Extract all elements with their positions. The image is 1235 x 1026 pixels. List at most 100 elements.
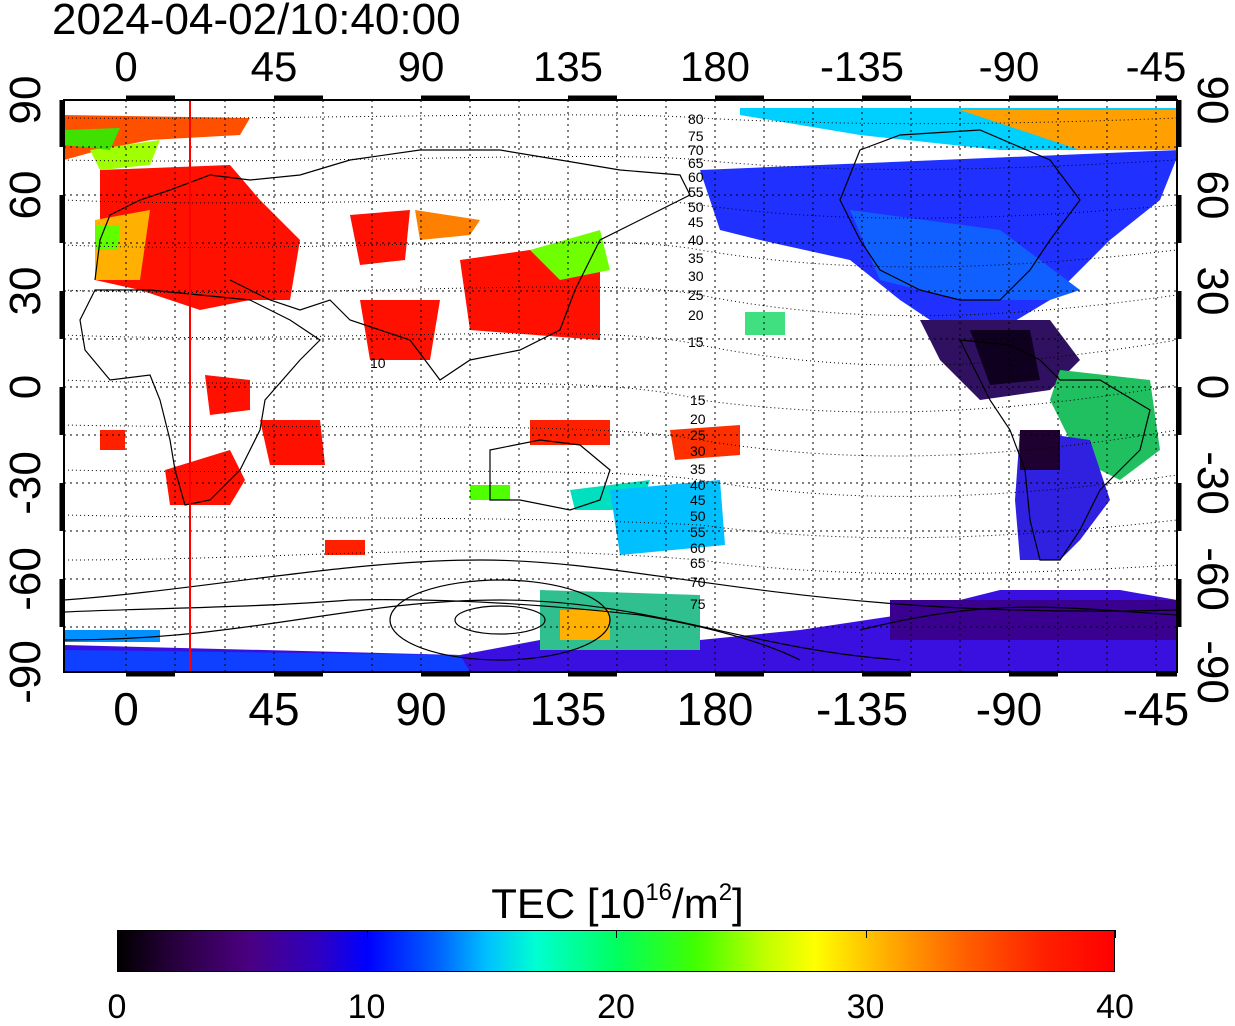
- contour-label: 60: [688, 169, 704, 185]
- contour-label: 80: [688, 111, 704, 127]
- contour-label: 35: [688, 250, 704, 266]
- contour-label: 40: [690, 477, 706, 493]
- colorbar-tick-label: 0: [107, 988, 127, 1026]
- contour-label: 60: [690, 540, 706, 556]
- contour-label: 50: [688, 199, 704, 215]
- lon-tick-label: -90: [978, 43, 1040, 90]
- contour-label: 30: [690, 443, 706, 459]
- tec-patch: [325, 540, 365, 555]
- lat-tick-label: 30: [1, 266, 50, 316]
- lat-tick-label: 60: [1188, 170, 1235, 220]
- contour-label: 15: [688, 334, 704, 350]
- tec-patch: [205, 375, 250, 415]
- lat-tick-label: 0: [1188, 374, 1235, 400]
- colorbar-tick: [1115, 930, 1116, 938]
- tec-patch: [95, 165, 300, 310]
- colorbar-tick: [865, 930, 867, 938]
- lon-tick-label: 180: [676, 683, 754, 735]
- tec-patch: [350, 210, 410, 265]
- lon-tick-label: -90: [975, 683, 1043, 735]
- tec-patch: [745, 312, 785, 335]
- contour-label: 45: [688, 214, 704, 230]
- map-frame: [63, 99, 1178, 673]
- contour-label: 30: [688, 268, 704, 284]
- lon-tick-label: 135: [529, 683, 607, 735]
- contour-label: 10: [370, 355, 386, 371]
- lat-tick-label: -30: [1188, 451, 1235, 515]
- colorbar-tick: [616, 930, 617, 938]
- contour-label: 70: [690, 574, 706, 590]
- tec-patch: [670, 425, 740, 460]
- colorbar-tick-label: 30: [846, 988, 885, 1026]
- lat-tick-label: 60: [1, 170, 50, 220]
- coastlines: [64, 129, 1177, 661]
- lon-tick-label: 0: [114, 43, 138, 90]
- lon-tick-label: 0: [113, 683, 139, 735]
- contour-label: 65: [688, 155, 704, 171]
- contour-label: 55: [690, 524, 706, 540]
- contour-lines: [64, 114, 1177, 575]
- lon-tick-label: 90: [397, 43, 445, 90]
- contour-label: 20: [690, 411, 706, 427]
- lat-tick-label: 30: [1188, 266, 1235, 316]
- colorbar-tick: [117, 930, 118, 938]
- lon-tick-label: 135: [532, 43, 604, 90]
- contour-label: 50: [690, 508, 706, 524]
- lat-tick-label: -60: [1, 547, 50, 611]
- contour-label: 20: [688, 307, 704, 323]
- tec-patch: [64, 650, 470, 672]
- contour-label: 75: [690, 596, 706, 612]
- tec-patch: [95, 225, 120, 250]
- lat-tick-label: -90: [1, 640, 50, 704]
- timestamp-title: 2024-04-02/10:40:00: [52, 0, 461, 44]
- tec-patch: [64, 128, 120, 150]
- lon-tick-label: 45: [248, 683, 300, 735]
- lon-tick-label: 45: [250, 43, 298, 90]
- tec-patch: [415, 210, 480, 240]
- tec-patch: [64, 115, 250, 160]
- lat-tick-label: -60: [1188, 547, 1235, 611]
- contour-label: 45: [690, 492, 706, 508]
- lat-tick-label: -90: [1188, 640, 1235, 704]
- contour-label: 55: [688, 184, 704, 200]
- lat-tick-label: -30: [1, 451, 50, 515]
- contour-label: 25: [690, 427, 706, 443]
- tec-patch: [100, 430, 125, 450]
- colorbar-tick-label: 20: [597, 988, 635, 1026]
- tec-patch: [64, 590, 1177, 672]
- lat-tick-label: 90: [1188, 75, 1235, 125]
- tec-patch: [530, 230, 610, 280]
- contour-label: 70: [688, 142, 704, 158]
- lat-tick-label: 0: [1, 374, 50, 400]
- tec-patch: [530, 420, 610, 445]
- contour-label: 35: [690, 461, 706, 477]
- colorbar-tick-label: 40: [1096, 988, 1134, 1026]
- contour-label: 40: [688, 232, 704, 248]
- tec-patch: [260, 420, 325, 465]
- contour-label: 25: [688, 287, 704, 303]
- lon-tick-label: -135: [819, 43, 905, 90]
- colorbar-tick-label: 10: [347, 988, 386, 1026]
- colorbar-title: TEC [1016/m2]: [491, 879, 744, 927]
- contour-label: 75: [688, 128, 704, 144]
- tec-patch: [610, 480, 725, 555]
- lon-tick-label: -135: [815, 683, 909, 735]
- tec-patch: [970, 330, 1040, 385]
- tec-patch: [560, 610, 610, 640]
- contour-lines-solid: [64, 559, 1177, 661]
- lat-tick-label: 90: [1, 75, 50, 125]
- lon-tick-label: -45: [1125, 43, 1187, 90]
- tec-patch: [960, 110, 1177, 150]
- colorbar-tick: [366, 930, 368, 938]
- lon-tick-label: 90: [395, 683, 447, 735]
- lon-tick-label: 180: [679, 43, 751, 90]
- lon-tick-label: -45: [1122, 683, 1190, 735]
- contour-label: 65: [690, 555, 706, 571]
- tec-patch: [1020, 430, 1060, 470]
- frame-ticks: [59, 95, 1182, 677]
- contour-label: 15: [690, 392, 706, 408]
- tec-patch: [64, 630, 160, 642]
- tec-patch: [360, 300, 440, 360]
- contour-labels: 8075706560555045403530252015152025303540…: [370, 111, 706, 612]
